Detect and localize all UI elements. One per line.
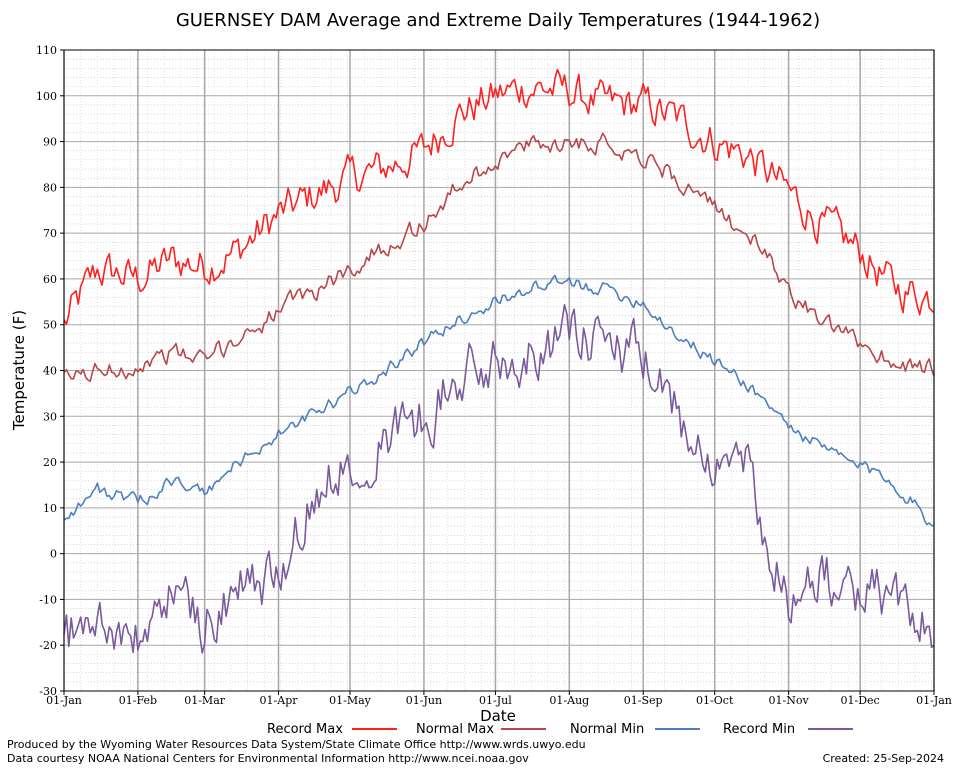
series-line-normal-max (63, 132, 935, 383)
y-tick-label: 90 (43, 136, 57, 149)
y-tick-label: 40 (43, 365, 57, 378)
x-tick-label: 01-Apr (260, 694, 299, 707)
y-tick-label: 50 (43, 319, 57, 332)
y-tick-label: 20 (43, 456, 57, 469)
y-tick-label: 100 (36, 90, 57, 103)
x-tick-label: 01-Jan (46, 694, 82, 707)
series-line-normal-min (63, 274, 935, 527)
footer-created-date: Created: 25-Sep-2024 (823, 752, 944, 765)
series-line-record-min (63, 303, 935, 654)
y-tick-label: 80 (43, 181, 57, 194)
x-axis-ticks: 01-Jan 01-Feb 01-Mar 01-Apr 01-May 01-Jun 01-J… (46, 691, 952, 707)
series-line-record-max (63, 68, 935, 326)
x-tick-label: 01-Feb (119, 694, 157, 707)
y-tick-label: -10 (39, 593, 57, 606)
x-tick-label: 01-Dec (841, 694, 880, 707)
chart-title: GUERNSEY DAM Average and Extreme Daily T… (176, 10, 820, 31)
y-tick-label: 110 (36, 44, 57, 57)
footer-data-source: Data courtesy NOAA National Centers for … (7, 752, 529, 765)
y-axis-title: Temperature (F) (10, 310, 28, 431)
y-tick-label: 30 (43, 410, 57, 423)
x-tick-label: 01-Aug (549, 694, 589, 707)
x-tick-label: 01-Jan (916, 694, 952, 707)
y-axis-ticks: -30 -20 -10 0 10 20 30 40 50 60 70 80 90 100 110 (36, 44, 64, 698)
x-tick-label: 01-Mar (184, 694, 226, 707)
x-axis-title: Date (480, 707, 516, 725)
x-tick-label: 01-Jun (406, 694, 442, 707)
legend-label: Normal Max (416, 722, 494, 737)
x-tick-label: 01-Jul (479, 694, 512, 707)
x-tick-label: 01-Nov (769, 694, 810, 707)
legend-label: Normal Min (570, 722, 644, 737)
footer-credit-line: Produced by the Wyoming Water Resources … (7, 738, 586, 751)
y-tick-label: 70 (43, 227, 57, 240)
y-tick-label: 60 (43, 273, 57, 286)
y-tick-label: -20 (39, 639, 57, 652)
y-tick-label: -30 (39, 685, 57, 698)
x-tick-label: 01-May (329, 694, 372, 707)
legend: Record Max Normal Max Normal Min Record Min (267, 722, 853, 737)
legend-label: Record Max (267, 722, 343, 737)
y-tick-label: 0 (50, 548, 57, 561)
legend-label: Record Min (723, 722, 795, 737)
x-tick-label: 01-Oct (696, 694, 734, 707)
minor-gridlines (63, 50, 934, 691)
x-tick-label: 01-Sep (624, 694, 663, 707)
y-tick-label: 10 (43, 502, 57, 515)
series-layer (63, 68, 935, 654)
